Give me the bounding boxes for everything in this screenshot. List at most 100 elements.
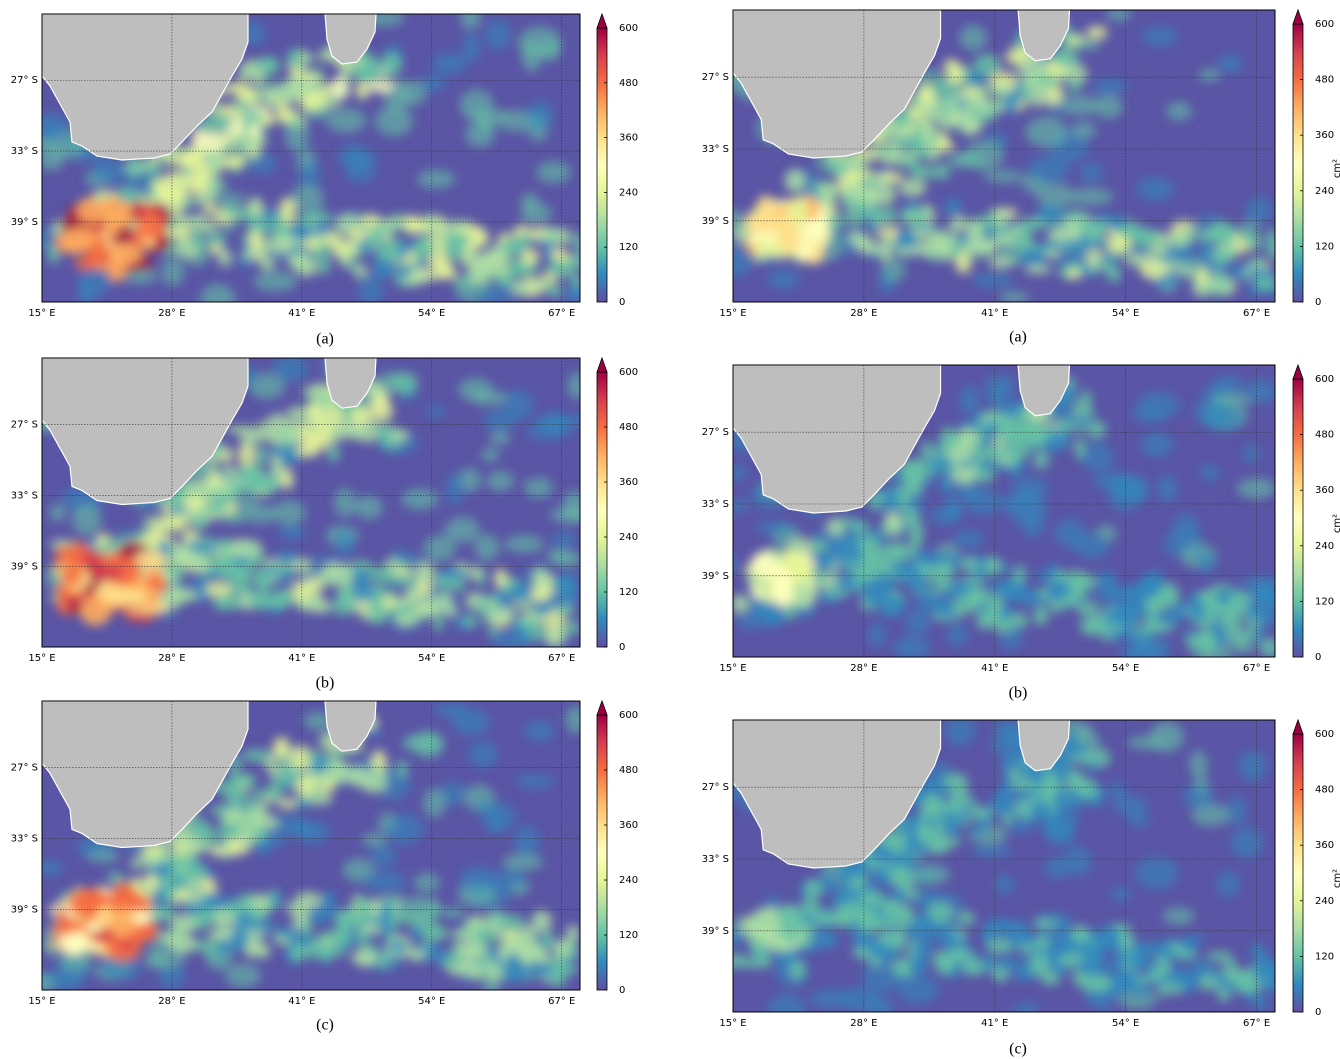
colorbar-tick-label: 120 (619, 930, 638, 941)
eddy (1051, 430, 1070, 449)
eddy (1149, 968, 1163, 983)
eddy (417, 570, 434, 581)
eddy (474, 534, 499, 561)
eddy (1198, 243, 1215, 263)
x-tick-label: 41° E (288, 996, 315, 1007)
eddy (390, 372, 418, 395)
colorbar-tick-label: 480 (619, 765, 638, 776)
map (714, 0, 1293, 304)
colorbar-tick-label: 120 (1315, 951, 1334, 962)
eddy (892, 596, 907, 612)
eddy (1068, 79, 1082, 92)
eddy (1041, 782, 1054, 803)
eddy (939, 929, 957, 941)
eddy (1090, 251, 1100, 273)
eddy (781, 224, 800, 254)
eddy (821, 913, 846, 921)
eddy (895, 230, 918, 248)
eddy (812, 539, 828, 552)
eddy (465, 915, 488, 929)
eddy (275, 107, 297, 122)
eddy (925, 459, 951, 470)
caption: (a) (1009, 329, 1027, 346)
eddy (279, 927, 297, 940)
eddy (387, 814, 424, 845)
eddy (998, 958, 1018, 971)
eddy (372, 393, 389, 409)
eddy (162, 888, 175, 902)
eddy (355, 82, 369, 100)
eddy (180, 175, 208, 186)
eddy (536, 161, 571, 183)
colorbar-extend (1293, 365, 1303, 379)
eddy (947, 497, 961, 520)
eddy (956, 915, 977, 924)
eddy (109, 586, 131, 606)
eddy (989, 581, 1010, 596)
x-tick-label: 54° E (418, 996, 445, 1007)
eddy (270, 454, 282, 471)
eddy (209, 846, 228, 856)
eddy (397, 759, 408, 778)
eddy (1227, 796, 1246, 825)
eddy (1166, 232, 1191, 244)
eddy (170, 933, 197, 952)
eddy (1230, 827, 1262, 858)
eddy (209, 805, 231, 815)
colorbar-tick-label: 600 (1315, 729, 1334, 740)
eddy (885, 511, 899, 529)
eddy (1244, 992, 1262, 1000)
eddy (468, 965, 483, 978)
eddy (1202, 403, 1243, 432)
eddy (838, 517, 854, 526)
colorbar-tick-label: 480 (1315, 430, 1334, 441)
colorbar-tick-label: 360 (1315, 485, 1334, 496)
eddy (290, 223, 313, 242)
eddy (1018, 965, 1032, 974)
eddy (460, 6, 481, 30)
eddy (244, 464, 263, 479)
eddy (339, 253, 350, 267)
x-tick-label: 28° E (850, 663, 877, 674)
eddy (955, 530, 984, 548)
eddy (371, 750, 387, 771)
eddy (64, 227, 96, 250)
eddy (283, 420, 303, 444)
eddy (399, 81, 427, 106)
eddy (1229, 591, 1252, 608)
eddy (66, 931, 89, 953)
eddy (72, 504, 102, 535)
eddy (1207, 951, 1233, 961)
eddy (823, 589, 850, 598)
eddy (201, 505, 227, 515)
eddy (1100, 260, 1110, 273)
eddy (890, 961, 910, 973)
eddy (543, 628, 567, 640)
eddy (1244, 380, 1278, 404)
eddy (845, 206, 865, 227)
colorbar-tick-label: 240 (619, 532, 638, 543)
eddy (110, 244, 142, 266)
eddy (552, 552, 583, 567)
eddy (1027, 156, 1069, 182)
eddy (210, 244, 223, 254)
eddy (531, 591, 548, 602)
eddy (800, 221, 829, 242)
eddy (965, 140, 1004, 171)
eddy (852, 908, 878, 924)
colorbar (597, 715, 607, 990)
eddy (1217, 273, 1228, 283)
eddy (177, 222, 190, 244)
eddy (1018, 217, 1045, 230)
eddy (1158, 982, 1169, 998)
colorbar-tick-label: 240 (1315, 541, 1334, 552)
eddy (990, 84, 1012, 95)
map (26, 354, 596, 651)
eddy (81, 550, 102, 568)
eddy (469, 741, 497, 768)
eddy (1033, 426, 1051, 441)
eddy (363, 871, 406, 890)
map-panel: 15° E28° E41° E54° E67° E27° S33° S39° S (11, 6, 591, 319)
eddy (303, 386, 326, 394)
eddy (912, 166, 936, 179)
